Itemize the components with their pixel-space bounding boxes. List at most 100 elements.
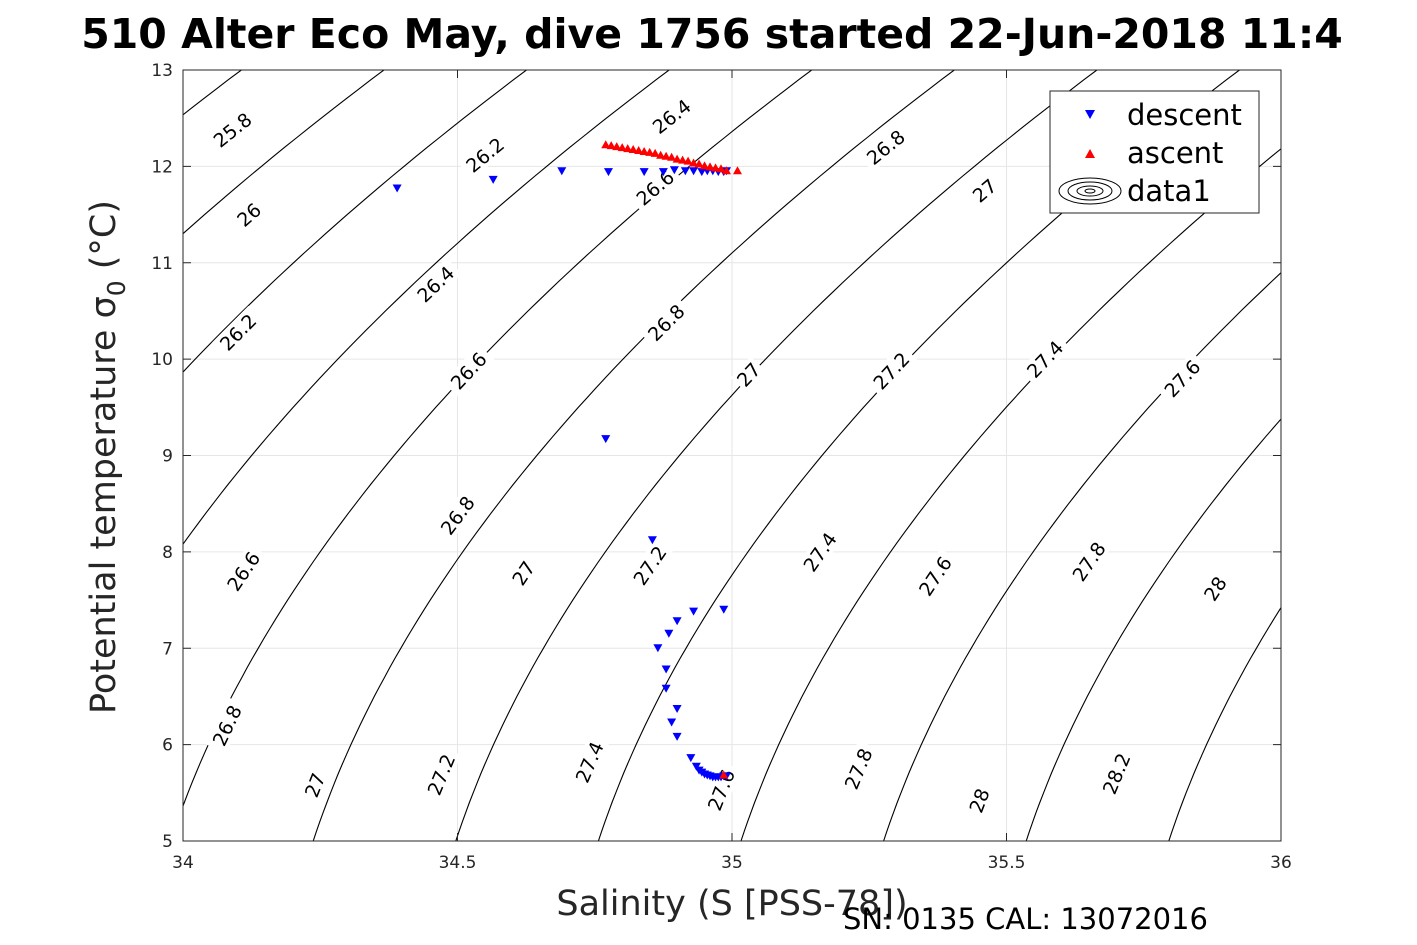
contour-label-background — [911, 548, 959, 604]
descent-point — [488, 175, 498, 184]
ascent-point — [705, 162, 715, 171]
calibration-footer: SN: 0135 CAL: 13072016 — [843, 902, 1208, 936]
descent-point — [647, 536, 657, 545]
y-tick-label: 7 — [162, 639, 173, 659]
y-tick-label: 10 — [151, 350, 173, 370]
ascent-point — [612, 142, 622, 151]
isopycnal-line — [883, 271, 1281, 841]
data-points — [392, 140, 742, 782]
contour-label-background — [409, 258, 462, 310]
y-axis-label-subscript: 0 — [102, 280, 131, 296]
descent-point — [603, 168, 613, 177]
contour-label-background — [628, 162, 683, 213]
y-axis-label: Potential temperature σ0 (°C) — [84, 200, 131, 714]
y-tick-label: 11 — [151, 254, 173, 274]
legend-descent-marker — [1085, 110, 1095, 119]
contour-label-background — [644, 91, 699, 141]
ascent-point — [656, 150, 666, 159]
contour-label-background — [865, 344, 918, 398]
isopycnal-line — [183, 70, 671, 546]
y-tick-label: 9 — [162, 447, 173, 467]
y-axis-label-main: Potential temperature σ — [84, 296, 124, 714]
contour-label-group: 27 — [299, 767, 331, 803]
ascent-point — [672, 154, 682, 163]
descent-point — [669, 166, 679, 175]
contour-label-background — [205, 105, 260, 155]
x-tick-label: 35 — [721, 853, 743, 873]
ascent-point — [667, 152, 677, 161]
contour-label-background — [299, 767, 331, 803]
contour-label-background — [1064, 533, 1113, 590]
ascent-point — [650, 148, 660, 157]
descent-point — [689, 607, 699, 616]
contour-label-background — [1197, 570, 1233, 607]
legend: descent ascent data1 — [1049, 90, 1260, 214]
contour-label-background — [625, 537, 674, 594]
ascent-point — [694, 159, 704, 168]
descent-point — [680, 167, 690, 176]
descent-point — [672, 732, 682, 741]
descent-point — [667, 718, 677, 727]
x-axis-label: Salinity (S [PSS-78]) — [556, 884, 907, 924]
ascent-point — [722, 166, 732, 175]
ascent-point — [606, 141, 616, 150]
chart-title: 510 Alter Eco May, dive 1756 started 22-… — [81, 10, 1343, 58]
contour-label-background — [701, 761, 741, 819]
legend-box — [1049, 90, 1260, 214]
contour-label-background — [639, 296, 693, 349]
contour-label-background — [966, 172, 1003, 209]
contour-label-background — [219, 543, 268, 599]
ascent-point — [634, 145, 644, 154]
isopycnal-line — [1168, 606, 1281, 841]
contour-label-background — [442, 344, 495, 398]
contour-label-background — [568, 733, 610, 791]
y-tick-label: 12 — [151, 157, 173, 177]
y-axis-label-unit: (°C) — [84, 200, 124, 280]
contour-label-background — [858, 122, 913, 173]
descent-point — [719, 605, 729, 614]
isopycnal-line — [183, 70, 528, 373]
contour-label-background — [211, 305, 265, 359]
ascent-point — [732, 166, 742, 175]
contour-label-background — [838, 740, 879, 797]
y-tick-label: 5 — [162, 832, 173, 852]
contour-label-background — [1018, 332, 1071, 386]
x-tick-label: 34 — [172, 853, 194, 873]
ascent-point — [700, 161, 710, 170]
contour-label-background — [1156, 351, 1208, 405]
ascent-point — [719, 770, 729, 779]
descent-point — [672, 617, 682, 626]
axis-ticks: 34 34.5 35 35.5 36 5 6 7 8 9 10 11 12 13 — [151, 61, 1291, 873]
ascent-point — [623, 144, 633, 153]
ascent-point — [678, 155, 688, 164]
legend-data1-contour-icon — [1058, 177, 1122, 205]
contour-label-background — [420, 746, 462, 803]
descent-point — [653, 644, 663, 653]
contour-label-background — [506, 554, 541, 592]
legend-ascent-label: ascent — [1127, 136, 1223, 170]
contour-label-background — [795, 524, 844, 580]
legend-descent-label: descent — [1127, 98, 1242, 132]
isopycnal-line — [312, 70, 956, 841]
contour-label-background — [457, 129, 512, 180]
x-tick-label: 34.5 — [439, 853, 477, 873]
descent-point — [639, 168, 649, 177]
descent-point — [392, 184, 402, 193]
ascent-point — [661, 151, 671, 160]
ascent-point — [716, 164, 726, 173]
contour-label-background — [205, 697, 249, 754]
descent-point — [601, 435, 611, 444]
ascent-point — [617, 143, 627, 152]
descent-point — [664, 629, 674, 638]
isopycnal-line — [183, 70, 385, 235]
descent-point — [672, 704, 682, 713]
legend-data1-label: data1 — [1127, 174, 1211, 208]
descent-point — [658, 168, 668, 177]
y-tick-label: 13 — [151, 61, 173, 81]
isopycnal-line — [740, 148, 1281, 841]
ascent-point — [711, 163, 721, 172]
descent-point — [686, 754, 696, 763]
contour-label-background — [1096, 745, 1137, 802]
ascent-point — [639, 146, 649, 155]
contour-label-background — [730, 356, 767, 393]
